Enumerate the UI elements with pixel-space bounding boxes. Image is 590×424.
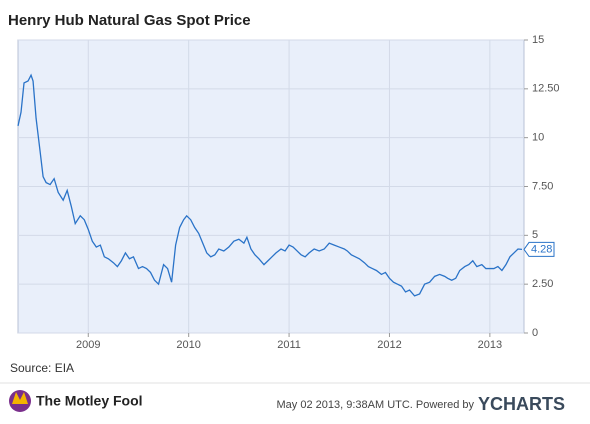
x-tick-label: 2012: [377, 339, 401, 351]
x-tick-label: 2013: [478, 339, 502, 351]
footer: May 02 2013, 9:38AM UTC. Powered by: [277, 399, 475, 411]
y-tick-label: 2.50: [532, 278, 553, 290]
y-tick-label: 12.50: [532, 83, 560, 95]
last-value-label: 4.28: [531, 243, 552, 255]
x-tick-label: 2011: [277, 339, 301, 351]
brand: The Motley Fool: [36, 393, 143, 409]
y-tick-label: 15: [532, 34, 544, 46]
source: Source: EIA: [10, 361, 74, 375]
price-line: [17, 73, 523, 297]
x-tick-label: 2009: [76, 339, 100, 351]
brand-logo: [9, 390, 31, 412]
chart-title: Henry Hub Natural Gas Spot Price: [8, 12, 251, 29]
marks: 4.28: [17, 73, 555, 297]
y-tick-label: 0: [532, 327, 538, 339]
y-tick-label: 10: [532, 132, 544, 144]
footer-logo: YCHARTS: [478, 394, 565, 414]
last-value-pointer: [523, 241, 555, 257]
x-tick-label: 2010: [176, 339, 200, 351]
y-tick-label: 5: [532, 229, 538, 241]
grid: [18, 39, 528, 337]
y-tick-label: 7.50: [532, 180, 553, 192]
